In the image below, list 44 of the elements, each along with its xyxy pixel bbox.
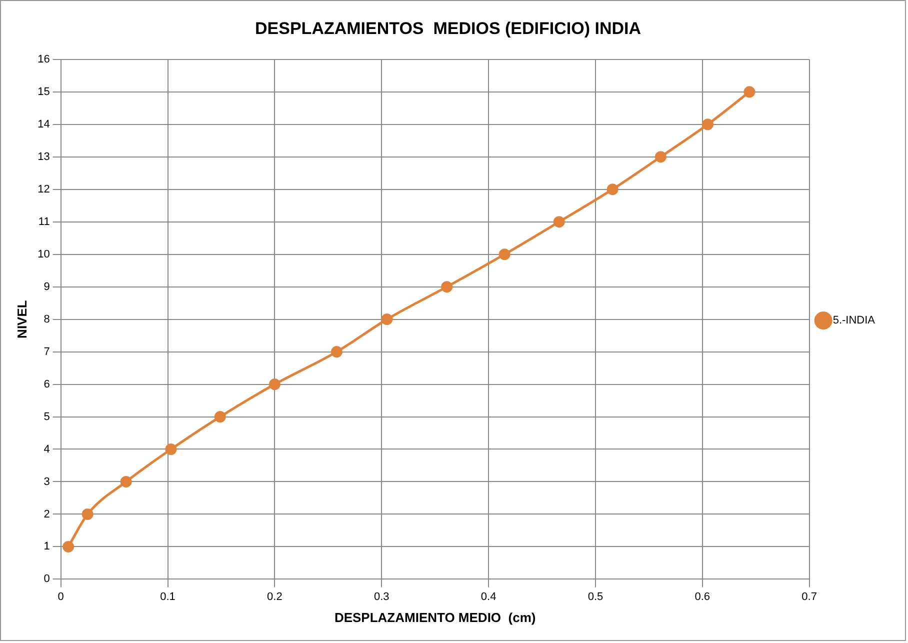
x-tick-label: 0.7: [802, 590, 817, 603]
y-tick-label: 15: [38, 86, 50, 98]
y-tick-label: 7: [44, 346, 50, 358]
x-tick-label: 0: [58, 590, 64, 603]
y-tick-label: 11: [38, 216, 50, 228]
y-tick-label: 0: [44, 573, 50, 586]
chart-title: DESPLAZAMIENTOS MEDIOS (EDIFICIO) INDIA: [255, 18, 641, 38]
point: [744, 86, 756, 98]
y-tick-label: 13: [38, 150, 50, 163]
point: [268, 378, 280, 390]
y-tick-label: 3: [44, 476, 50, 488]
x-tick-label: 0.6: [694, 590, 710, 603]
point: [553, 216, 565, 228]
point: [165, 444, 177, 455]
point: [381, 314, 393, 326]
y-tick-label: 2: [44, 508, 50, 520]
point: [441, 281, 453, 293]
point: [330, 346, 342, 358]
legend-label: 5.-INDIA: [832, 314, 876, 327]
point: [82, 508, 94, 520]
point: [654, 151, 666, 163]
x-tick-label: 0.1: [160, 590, 176, 603]
y-tick-label: 1: [44, 540, 50, 553]
y-tick-label: 4: [44, 443, 50, 456]
point: [214, 411, 226, 423]
point: [702, 118, 714, 130]
y-axis-title: NIVEL: [14, 300, 30, 338]
y-tick-label: 8: [44, 313, 50, 326]
point: [606, 184, 618, 196]
point: [62, 540, 74, 552]
y-tick-label: 12: [38, 183, 50, 196]
point: [498, 248, 510, 260]
y-tick-label: 16: [38, 53, 50, 66]
y-tick-label: 5: [44, 410, 50, 423]
point: [120, 476, 132, 488]
x-tick-label: 0.3: [374, 590, 390, 603]
y-tick-label: 6: [44, 378, 50, 390]
x-tick-label: 0.5: [588, 590, 604, 603]
y-tick-label: 9: [44, 280, 50, 293]
x-tick-label: 0.4: [480, 590, 496, 603]
y-tick-label: 10: [38, 248, 50, 260]
x-axis-title: DESPLAZAMIENTO MEDIO (cm): [334, 610, 536, 625]
x-tick-label: 0.2: [267, 590, 282, 603]
y-tick-label: 14: [38, 118, 50, 130]
